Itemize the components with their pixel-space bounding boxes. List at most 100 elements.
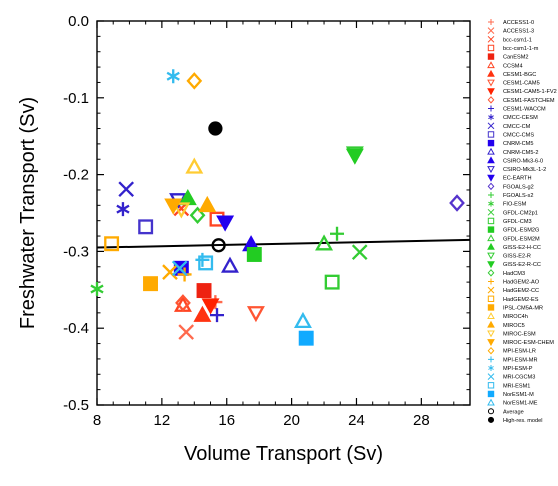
- data-point: [186, 72, 203, 90]
- legend-item: CMCC-CM: [487, 122, 531, 130]
- legend-label: MRI-ESM1: [503, 383, 530, 389]
- regression-line: [96, 238, 471, 249]
- data-point: [171, 260, 188, 277]
- legend-label: CMCC-CESM: [503, 115, 538, 121]
- y-tick-label: -0.4: [63, 320, 89, 337]
- legend-item: HadGEM2-CC: [487, 286, 539, 294]
- legend-label: MIROC-ESM: [503, 331, 536, 337]
- legend-label: GFDL-ESM2M: [503, 236, 540, 242]
- data-point: [198, 195, 217, 213]
- legend: ACCESS1-0 ACCESS1-3 bcc-csm1-1 bcc-csm1-1-m…: [487, 19, 557, 424]
- data-point: [118, 181, 135, 198]
- legend-marker: [487, 382, 495, 389]
- plot-frame: [96, 20, 471, 406]
- legend-item: GFDL-ESM2G: [487, 226, 539, 234]
- legend-label: MPI-ESM-LR: [503, 349, 536, 355]
- legend-label: bcc-csm1-1: [503, 37, 532, 43]
- legend-item: High-res. model: [487, 416, 542, 424]
- legend-marker: [487, 166, 495, 174]
- legend-label: CMCC-CMS: [503, 132, 534, 138]
- legend-item: FGOALS-s2: [488, 192, 533, 199]
- data-point: [345, 148, 364, 165]
- legend-item: HadGEM2-AO: [488, 278, 540, 286]
- x-tick-label: 8: [93, 412, 101, 429]
- data-point: [164, 198, 183, 215]
- legend-marker: [487, 217, 495, 225]
- legend-marker: [488, 114, 494, 121]
- y-tick-label: -0.5: [63, 397, 89, 414]
- legend-label: GFDL-CM2p1: [503, 210, 538, 216]
- legend-label: CNRM-CM5-2: [503, 150, 538, 156]
- legend-marker: [487, 252, 495, 260]
- legend-label: CESM1-CAM5-1-FV2: [503, 89, 557, 95]
- x-tick-label: 20: [283, 412, 300, 429]
- data-point: [216, 215, 235, 232]
- legend-marker: [487, 174, 495, 182]
- data-point: [178, 324, 195, 340]
- x-tick-label: 12: [154, 412, 171, 429]
- legend-marker: [488, 105, 494, 112]
- legend-item: HadCM3: [487, 269, 525, 277]
- legend-item: GISS-E2-R-CC: [487, 261, 541, 269]
- legend-marker: [488, 356, 494, 363]
- legend-item: GFDL-CM3: [487, 217, 532, 225]
- axes: 8 12 16 20 24 28 0.0 -0.1 -0.2 -0.3 -0.4 -0.5: [63, 13, 470, 429]
- legend-item: NorESM1-ME: [487, 398, 538, 407]
- plot-area: [96, 20, 471, 406]
- legend-label: MIROC4h: [503, 314, 528, 320]
- legend-marker: [488, 365, 494, 371]
- legend-marker: [487, 156, 495, 164]
- legend-item: MIROC-ESM-CHEM: [487, 339, 554, 347]
- legend-label: CSIRO-Mk3-6-0: [503, 158, 543, 164]
- y-tick-label: -0.2: [63, 167, 89, 184]
- legend-label: GISS-E2-H-CC: [503, 245, 541, 251]
- data-point: [116, 202, 130, 217]
- legend-marker: [487, 147, 495, 155]
- legend-label: IPSL-CM5A-MR: [503, 305, 543, 311]
- legend-label: FGOALS-g2: [503, 184, 534, 190]
- data-point: [298, 330, 314, 346]
- legend-label: MPI-ESM-P: [503, 366, 533, 372]
- legend-item: CanESM2: [487, 53, 529, 61]
- legend-label: MIROC5: [503, 323, 525, 329]
- data-point: [162, 264, 178, 280]
- legend-marker: [487, 131, 495, 138]
- legend-item: CNRM-CM5: [487, 139, 533, 147]
- data-point: [449, 194, 465, 212]
- legend-item: NorESM1-M: [487, 390, 534, 398]
- legend-item: MPI-ESM-P: [488, 365, 533, 372]
- legend-label: CESM1-FASTCHEM: [503, 98, 555, 104]
- legend-marker: [488, 200, 494, 207]
- legend-label: EC-EARTH: [503, 176, 532, 182]
- legend-marker: [488, 278, 494, 285]
- legend-marker: [488, 192, 494, 198]
- legend-marker: [487, 312, 495, 319]
- legend-item: bcc-csm1-1: [487, 35, 532, 43]
- legend-marker: [487, 226, 495, 233]
- data-point: [172, 202, 191, 219]
- legend-item: ACCESS1-0: [488, 19, 534, 26]
- legend-label: Average: [503, 409, 524, 415]
- legend-marker: [487, 390, 495, 398]
- legend-item: FGOALS-g2: [487, 182, 534, 190]
- legend-label: CCSM4: [503, 63, 523, 69]
- data-point: [211, 238, 226, 253]
- legend-marker: [487, 122, 495, 130]
- legend-item: MPI-ESM-MR: [488, 356, 538, 363]
- legend-label: HadGEM2-ES: [503, 297, 539, 303]
- legend-item: ACCESS1-3: [487, 27, 534, 35]
- legend-marker: [487, 44, 495, 52]
- legend-item: CESM1-WACCM: [488, 105, 546, 113]
- legend-marker: [487, 339, 495, 347]
- legend-marker: [487, 408, 495, 415]
- data-point: [143, 276, 158, 292]
- legend-marker: [487, 320, 495, 328]
- x-tick-label: 16: [218, 412, 235, 429]
- data-point: [293, 311, 312, 329]
- legend-item: bcc-csm1-1-m: [487, 44, 539, 52]
- x-tick-label: 28: [413, 412, 430, 429]
- legend-label: MIROC-ESM-CHEM: [503, 340, 554, 346]
- legend-item: MIROC4h: [487, 312, 528, 320]
- legend-marker: [487, 139, 495, 147]
